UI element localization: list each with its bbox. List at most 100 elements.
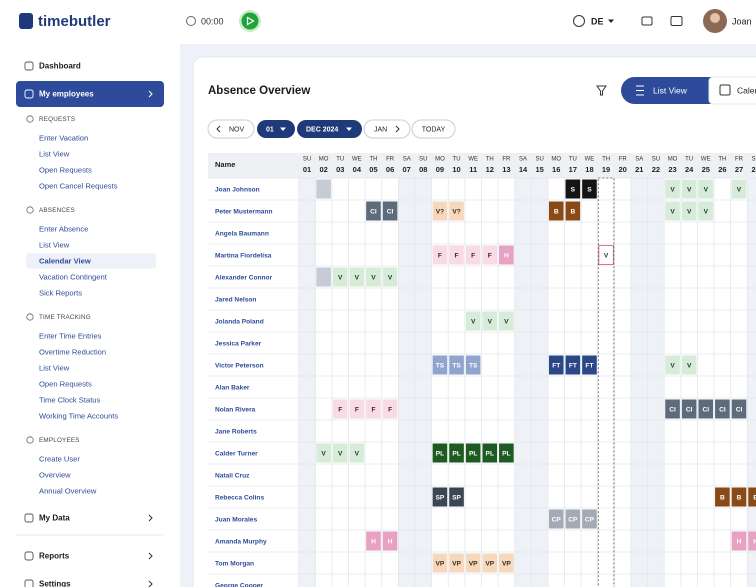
absence-cell[interactable] — [565, 201, 581, 221]
nav-item[interactable]: Sick Reports — [39, 289, 82, 298]
nav-item[interactable]: List View — [39, 241, 70, 250]
nav-item[interactable]: My Data — [39, 514, 70, 523]
absence-cell[interactable] — [382, 267, 398, 287]
nav-item[interactable]: Open Requests — [39, 166, 92, 175]
nav-item[interactable]: Create User — [39, 455, 80, 464]
play-button[interactable] — [241, 12, 259, 30]
today-label[interactable]: TODAY — [422, 126, 446, 133]
month-select[interactable] — [297, 120, 362, 138]
absence-cell[interactable] — [681, 179, 697, 199]
employee-name[interactable]: Jessica Parker — [215, 340, 262, 347]
absence-cell[interactable] — [316, 443, 331, 463]
absence-cell[interactable] — [432, 487, 448, 507]
print-icon[interactable] — [641, 16, 653, 26]
absence-cell[interactable] — [449, 443, 464, 463]
absence-cell[interactable] — [731, 179, 747, 199]
absence-cell[interactable] — [499, 443, 514, 463]
absence-cell[interactable] — [665, 399, 680, 419]
employee-name[interactable]: Alan Baker — [215, 384, 250, 391]
absence-cell[interactable] — [332, 443, 348, 463]
absence-cell[interactable] — [681, 201, 697, 221]
absence-cell[interactable] — [316, 179, 331, 199]
absence-cell[interactable] — [366, 531, 381, 551]
nav-item[interactable]: Enter Time Entries — [39, 332, 102, 341]
absence-cell[interactable] — [349, 399, 365, 419]
absence-cell[interactable] — [548, 355, 564, 375]
list-view-label[interactable]: List View — [653, 85, 688, 95]
absence-cell[interactable] — [382, 399, 398, 419]
absence-cell[interactable] — [748, 531, 756, 551]
employee-name[interactable]: Jane Roberts — [215, 428, 257, 435]
nav-item[interactable]: Dashboard — [39, 62, 81, 71]
absence-cell[interactable] — [499, 553, 514, 573]
absence-cell[interactable] — [449, 553, 464, 573]
employee-name[interactable]: Rebecca Colins — [215, 494, 264, 501]
absence-cell[interactable] — [499, 311, 514, 331]
nav-item[interactable]: Vacation Contingent — [39, 273, 108, 282]
next-button[interactable] — [363, 119, 411, 139]
nav-item[interactable]: Settings — [39, 580, 71, 587]
absence-cell[interactable] — [449, 201, 464, 221]
nav-item[interactable]: Open Requests — [39, 380, 92, 389]
nav-item[interactable]: Enter Vacation — [39, 134, 88, 143]
absence-cell[interactable] — [482, 443, 498, 463]
absence-cell[interactable] — [731, 487, 747, 507]
mail-icon[interactable] — [670, 16, 683, 26]
absence-cell[interactable] — [665, 179, 680, 199]
nav-item[interactable]: Open Cancel Requests — [39, 182, 118, 191]
absence-cell[interactable] — [432, 201, 448, 221]
absence-cell[interactable] — [715, 487, 730, 507]
nav-item[interactable]: My employees — [39, 90, 94, 99]
absence-cell[interactable] — [565, 509, 581, 529]
absence-cell[interactable] — [465, 553, 481, 573]
absence-cell[interactable] — [332, 267, 348, 287]
employee-name[interactable]: Joan Johnson — [215, 186, 260, 193]
absence-cell[interactable] — [449, 245, 464, 265]
employee-name[interactable]: Angela Baumann — [215, 230, 269, 237]
absence-cell[interactable] — [432, 245, 448, 265]
user-name[interactable]: Joan — [732, 16, 752, 26]
absence-cell[interactable] — [482, 311, 498, 331]
calendar-view-label[interactable]: Calendar — [737, 85, 756, 95]
employee-name[interactable]: Amanda Murphy — [215, 538, 267, 545]
employee-name[interactable]: Natali Cruz — [215, 472, 250, 479]
nav-item[interactable]: Reports — [39, 552, 70, 561]
nav-item[interactable]: Calendar View — [39, 257, 91, 266]
day-select[interactable] — [257, 120, 295, 138]
absence-cell[interactable] — [698, 399, 714, 419]
absence-cell[interactable] — [565, 355, 581, 375]
absence-cell[interactable] — [449, 355, 464, 375]
calendar-view-button[interactable] — [708, 76, 756, 105]
nav-item[interactable]: Working Time Accounts — [39, 412, 118, 421]
absence-cell[interactable] — [432, 443, 448, 463]
globe-icon[interactable] — [573, 15, 585, 27]
absence-cell[interactable] — [731, 531, 747, 551]
absence-cell[interactable] — [582, 179, 597, 199]
absence-cell[interactable] — [565, 179, 581, 199]
absence-cell[interactable] — [598, 245, 614, 265]
nav-item[interactable]: Overtime Reduction — [39, 348, 106, 357]
employee-name[interactable]: Jolanda Poland — [215, 318, 264, 325]
absence-cell[interactable] — [382, 201, 398, 221]
absence-cell[interactable] — [482, 553, 498, 573]
absence-cell[interactable] — [681, 355, 697, 375]
absence-cell[interactable] — [665, 355, 680, 375]
employee-name[interactable]: George Cooper — [215, 582, 263, 587]
employee-name[interactable]: Peter Mustermann — [215, 208, 273, 215]
absence-cell[interactable] — [548, 509, 564, 529]
absence-cell[interactable] — [715, 399, 730, 419]
absence-cell[interactable] — [382, 531, 398, 551]
absence-cell[interactable] — [349, 267, 365, 287]
today-button[interactable] — [411, 119, 456, 139]
absence-cell[interactable] — [349, 443, 365, 463]
absence-cell[interactable] — [748, 487, 756, 507]
prev-button[interactable] — [207, 119, 255, 139]
absence-cell[interactable] — [332, 399, 348, 419]
absence-cell[interactable] — [366, 267, 381, 287]
absence-cell[interactable] — [316, 267, 331, 287]
absence-cell[interactable] — [698, 179, 714, 199]
next-label[interactable]: JAN — [374, 126, 387, 133]
employee-name[interactable]: Martina Fiordelisa — [215, 252, 272, 259]
employee-name[interactable]: Tom Morgan — [215, 560, 254, 567]
absence-cell[interactable] — [582, 355, 597, 375]
